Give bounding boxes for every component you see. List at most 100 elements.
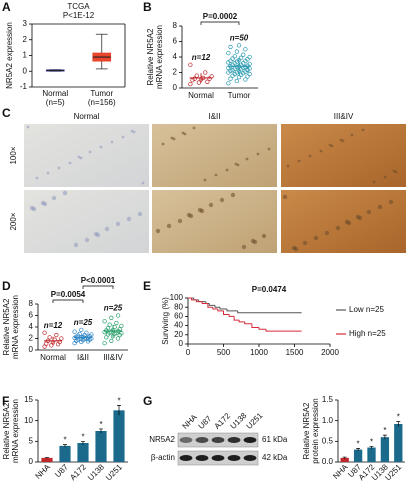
micrograph-nucleus [93, 231, 99, 237]
y-tick-label: 0 [29, 345, 34, 354]
error-bar [356, 448, 361, 451]
y-tick-label: 1 [23, 51, 28, 60]
n-label: n=25 [104, 304, 123, 313]
x-tick-label: NHA [34, 462, 53, 481]
blot-band [243, 437, 257, 443]
micrograph-nucleus [137, 211, 143, 217]
micrograph-nucleus [214, 173, 218, 177]
micrograph-nucleus [297, 159, 301, 163]
micrograph-nucleus [35, 176, 39, 180]
error-bar [396, 421, 401, 427]
micrograph-nucleus [73, 242, 79, 248]
y-tick-label: 40 [174, 321, 183, 330]
micrograph-nucleus [250, 238, 256, 244]
survival-step [191, 298, 197, 301]
micrograph-nucleus [186, 212, 192, 218]
micrograph-nucleus [46, 171, 50, 175]
y-tick-label: 6 [173, 37, 178, 46]
micrograph-nucleus [104, 226, 110, 232]
blot-lane-label: U138 [229, 411, 249, 431]
data-point [245, 74, 250, 79]
y-tick-label: 0.0 [322, 457, 334, 466]
y-tick-label: 1.0 [322, 416, 334, 425]
chart-title: TCGA [67, 2, 90, 11]
blot-band [179, 437, 193, 443]
x-tick-label: Normal [42, 89, 68, 98]
significance-marker: * [99, 420, 102, 429]
blot-band [243, 455, 257, 461]
blot-band [227, 437, 241, 443]
data-point [228, 58, 233, 64]
micrograph-nucleus [302, 240, 308, 246]
x-tick-label: Normal [40, 353, 66, 362]
y-tick-label: 8 [173, 21, 178, 30]
y-tick-label: 1.5 [322, 395, 334, 404]
micrograph-nucleus [26, 125, 30, 129]
data-point [194, 73, 199, 78]
y-tick-label: 2 [29, 334, 34, 343]
micrograph-nucleus [328, 143, 332, 147]
data-point [115, 336, 121, 341]
x-tick-label: Tumor [90, 89, 113, 98]
micrograph-nucleus [115, 221, 121, 227]
micrograph-nucleus [170, 136, 174, 140]
micrograph-nucleus [230, 192, 236, 198]
y-tick-label: 0 [179, 339, 184, 348]
bar [353, 449, 363, 462]
panel-label: D [2, 279, 11, 293]
survival-step [237, 310, 302, 314]
micrograph-nucleus [241, 244, 247, 250]
data-point [232, 54, 237, 59]
micrograph-nucleus [261, 233, 267, 239]
micrograph-nucleus [225, 168, 229, 172]
micrograph-nucleus [99, 145, 103, 149]
chart-subtitle: P<1E-12 [63, 11, 95, 20]
survival-step [196, 299, 203, 303]
micrograph-nucleus [57, 166, 61, 170]
y-tick-label: 15 [24, 395, 33, 404]
y-axis-label: mRNA expression [11, 295, 20, 359]
micrograph-nucleus [84, 237, 90, 243]
data-point [236, 43, 242, 48]
y-axis-label: protein expression [311, 398, 320, 463]
survival-step [238, 320, 245, 323]
data-point [192, 76, 197, 81]
data-point [247, 54, 252, 60]
data-point [228, 76, 233, 81]
y-tick-label: 100 [170, 293, 184, 302]
data-point [47, 335, 52, 340]
micrograph-nucleus [192, 126, 196, 130]
y-tick-label: 80 [174, 302, 183, 311]
survival-step [217, 309, 224, 312]
significance-marker: * [397, 413, 400, 422]
panel-label: G [143, 394, 152, 408]
blot-lane-label: U251 [245, 411, 265, 431]
micrograph-nucleus [88, 150, 92, 154]
data-point [205, 79, 210, 84]
micrograph-nucleus [366, 209, 372, 215]
micrograph-nucleus [388, 199, 394, 205]
micrograph-nucleus [308, 154, 312, 158]
data-point [230, 56, 235, 61]
micrograph-column-label: III&IV [334, 112, 354, 121]
bar [95, 431, 107, 462]
error-bar [117, 405, 121, 416]
micrograph-nucleus [208, 202, 214, 208]
x-tick-label: 2000 [321, 348, 339, 357]
data-point [59, 336, 64, 341]
blot-lane-label: U87 [197, 414, 214, 431]
blot-band [195, 455, 209, 461]
x-tick-label: U87 [53, 462, 70, 479]
micrograph-nucleus [141, 181, 145, 185]
legend-label: High n=25 [349, 329, 386, 338]
bar [41, 457, 53, 462]
y-axis-label: NR5A2 expression [5, 22, 14, 89]
x-tick-label: 0 [186, 348, 191, 357]
micrograph-nucleus [355, 214, 361, 220]
micrograph-nucleus [383, 175, 387, 179]
micrograph-row-label: 200× [9, 212, 18, 230]
legend-label: Low n=25 [349, 305, 384, 314]
data-point [247, 71, 252, 77]
micrograph-nucleus [177, 218, 183, 224]
bar [367, 447, 376, 462]
